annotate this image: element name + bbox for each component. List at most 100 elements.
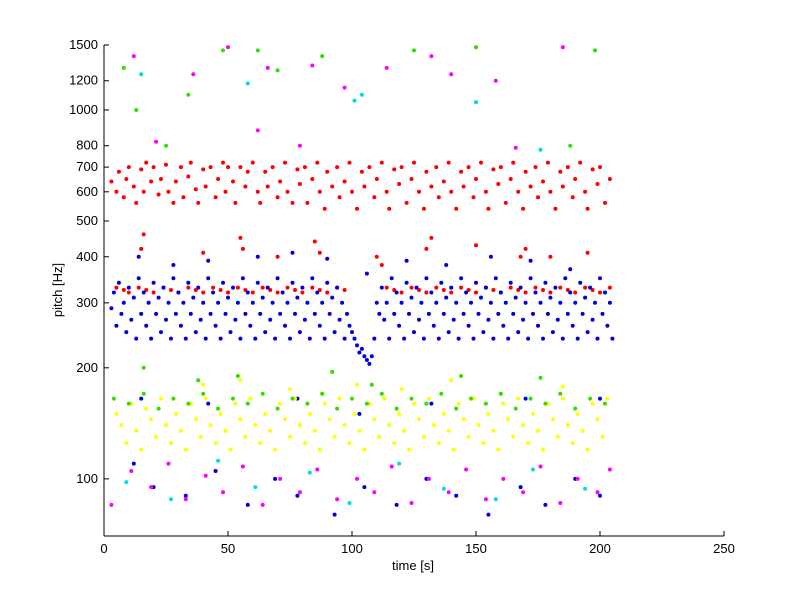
data-point bbox=[372, 417, 377, 422]
data-point bbox=[382, 396, 387, 401]
data-point bbox=[231, 396, 235, 401]
data-point bbox=[139, 311, 144, 316]
data-point bbox=[355, 343, 359, 348]
data-point bbox=[268, 317, 273, 322]
data-point bbox=[476, 423, 481, 427]
data-point bbox=[372, 490, 377, 495]
data-point bbox=[446, 428, 451, 433]
data-point bbox=[134, 336, 139, 341]
data-point bbox=[488, 254, 493, 259]
data-point bbox=[178, 428, 183, 433]
data-point bbox=[297, 490, 302, 495]
data-point bbox=[213, 469, 218, 473]
data-point bbox=[305, 200, 310, 205]
data-point bbox=[149, 417, 154, 422]
data-point bbox=[119, 311, 124, 316]
data-point bbox=[563, 276, 568, 281]
data-point bbox=[421, 336, 426, 341]
data-point bbox=[429, 184, 434, 189]
data-point bbox=[263, 411, 268, 416]
data-point bbox=[607, 300, 612, 305]
data-point bbox=[541, 288, 545, 292]
data-point bbox=[471, 195, 476, 200]
data-point bbox=[307, 470, 312, 475]
data-point bbox=[233, 401, 238, 406]
data-point bbox=[506, 417, 511, 422]
data-point bbox=[451, 317, 456, 322]
data-point bbox=[337, 195, 342, 200]
data-point bbox=[508, 177, 513, 181]
data-point bbox=[598, 290, 602, 295]
data-point bbox=[245, 502, 250, 507]
data-point bbox=[603, 200, 607, 205]
data-point bbox=[364, 401, 369, 406]
data-point bbox=[409, 177, 414, 181]
data-point bbox=[560, 384, 565, 389]
data-point bbox=[231, 285, 235, 290]
data-point bbox=[201, 290, 206, 295]
data-point bbox=[347, 323, 352, 328]
data-point bbox=[384, 285, 389, 290]
data-point bbox=[459, 285, 464, 290]
data-point bbox=[369, 382, 374, 387]
data-point bbox=[483, 189, 488, 194]
data-point bbox=[203, 396, 208, 401]
data-point bbox=[268, 428, 273, 433]
data-point bbox=[553, 206, 558, 211]
data-point bbox=[350, 189, 354, 194]
data-point bbox=[578, 160, 583, 165]
data-point bbox=[310, 285, 315, 290]
data-point bbox=[369, 354, 374, 359]
data-point bbox=[169, 441, 173, 446]
data-point bbox=[488, 300, 493, 305]
data-point bbox=[278, 179, 283, 184]
data-point bbox=[421, 434, 426, 439]
data-point bbox=[550, 330, 555, 335]
data-point bbox=[258, 311, 263, 316]
data-point bbox=[154, 139, 159, 144]
data-point bbox=[161, 285, 166, 290]
data-point bbox=[541, 179, 545, 184]
data-point bbox=[387, 423, 392, 427]
data-point bbox=[337, 317, 342, 322]
data-point bbox=[151, 280, 156, 285]
data-point bbox=[595, 336, 600, 341]
data-point bbox=[325, 256, 330, 261]
data-point bbox=[290, 280, 295, 285]
y-tick-label: 1500 bbox=[69, 37, 98, 52]
data-point bbox=[585, 447, 590, 452]
data-point bbox=[412, 160, 416, 165]
data-point bbox=[335, 285, 340, 290]
data-point bbox=[275, 195, 280, 200]
data-point bbox=[315, 160, 320, 165]
data-point bbox=[558, 285, 563, 290]
data-point bbox=[350, 396, 354, 401]
data-point bbox=[414, 285, 419, 290]
data-point bbox=[218, 411, 223, 416]
data-point bbox=[454, 406, 459, 411]
data-point bbox=[290, 396, 295, 401]
data-point bbox=[491, 167, 496, 172]
data-point bbox=[307, 336, 312, 341]
data-point bbox=[141, 391, 146, 396]
data-point bbox=[429, 290, 434, 295]
data-point bbox=[243, 184, 248, 189]
y-tick-label: 300 bbox=[76, 295, 98, 310]
data-point bbox=[387, 336, 392, 341]
data-point bbox=[508, 285, 513, 290]
data-point bbox=[454, 300, 459, 305]
data-point bbox=[545, 311, 550, 316]
data-point bbox=[516, 330, 521, 335]
data-point bbox=[255, 48, 260, 53]
data-point bbox=[399, 165, 404, 170]
data-point bbox=[121, 65, 126, 70]
axes: 0 50 100 150 200 250 100 200 300 400 500 600 700 800 1… bbox=[69, 37, 735, 556]
data-point bbox=[248, 323, 253, 328]
data-point bbox=[265, 184, 270, 189]
data-point bbox=[340, 300, 345, 305]
data-point bbox=[595, 182, 600, 186]
data-point bbox=[171, 200, 176, 205]
data-point bbox=[275, 254, 280, 259]
data-point bbox=[213, 323, 218, 328]
data-point bbox=[124, 441, 129, 446]
